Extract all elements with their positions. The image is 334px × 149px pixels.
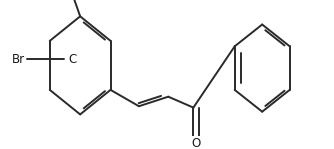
Text: O: O bbox=[191, 137, 201, 149]
Text: Br: Br bbox=[12, 53, 25, 66]
Text: C: C bbox=[69, 53, 77, 66]
